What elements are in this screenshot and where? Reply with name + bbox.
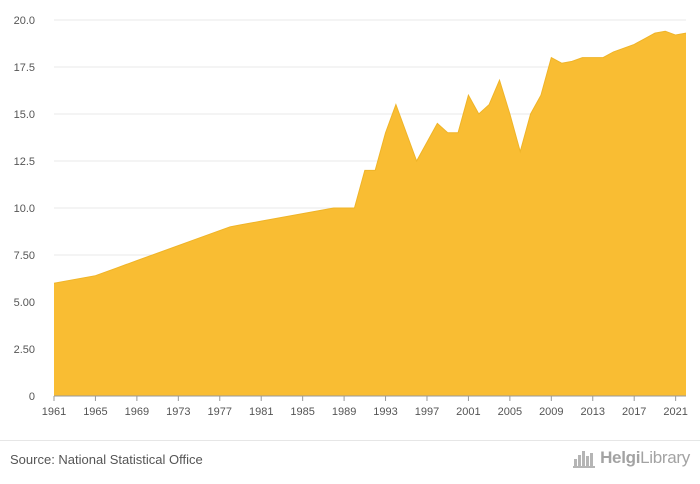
y-tick-label: 12.5 bbox=[14, 156, 35, 168]
y-tick-label: 15.0 bbox=[14, 109, 35, 121]
y-tick-label: 5.00 bbox=[14, 297, 35, 309]
axes bbox=[53, 395, 686, 401]
x-tick-label: 1965 bbox=[83, 406, 107, 418]
x-tick-label: 2005 bbox=[498, 406, 522, 418]
y-tick-label: 20.0 bbox=[14, 15, 35, 27]
x-tick-label: 1993 bbox=[373, 406, 397, 418]
x-tick-label: 2017 bbox=[622, 406, 646, 418]
x-tick-label: 1973 bbox=[166, 406, 190, 418]
x-tick-label: 1985 bbox=[290, 406, 314, 418]
chart-footer: Source: National Statistical Office Helg… bbox=[0, 440, 700, 484]
x-tick-label: 1997 bbox=[415, 406, 439, 418]
brand-suffix: Library bbox=[640, 448, 690, 467]
y-tick-label: 2.50 bbox=[14, 344, 35, 356]
y-tick-label: 7.50 bbox=[14, 250, 35, 262]
x-tick-label: 1961 bbox=[42, 406, 66, 418]
x-tick-label: 2001 bbox=[456, 406, 480, 418]
area-series bbox=[53, 30, 687, 397]
y-tick-label: 10.0 bbox=[14, 203, 35, 215]
x-tick-label: 1977 bbox=[208, 406, 232, 418]
y-axis-tick-labels: 0 2.50 5.00 7.50 10.0 12.5 15.0 17.5 20.0 bbox=[14, 15, 35, 403]
source-note: Source: National Statistical Office bbox=[10, 452, 203, 467]
x-axis-tick-labels: 1961 1965 1969 1973 1977 1981 1985 1989 1993 1997… bbox=[42, 406, 688, 418]
area-line bbox=[53, 30, 687, 284]
x-tick-label: 2013 bbox=[581, 406, 605, 418]
area-fill bbox=[54, 31, 686, 397]
x-tick-label: 1969 bbox=[125, 406, 149, 418]
x-tick-label: 1989 bbox=[332, 406, 356, 418]
x-tick-label: 2009 bbox=[539, 406, 563, 418]
x-tick-label: 2021 bbox=[663, 406, 687, 418]
brand-name: HelgiLibrary bbox=[600, 448, 690, 468]
y-tick-label: 17.5 bbox=[14, 62, 35, 74]
y-tick-label: 0 bbox=[29, 391, 35, 403]
helgilibrary-logo-link[interactable]: HelgiLibrary bbox=[573, 448, 690, 468]
brand-prefix: Helgi bbox=[600, 448, 641, 467]
x-tick-label: 1981 bbox=[249, 406, 273, 418]
building-chart-icon bbox=[573, 451, 596, 468]
